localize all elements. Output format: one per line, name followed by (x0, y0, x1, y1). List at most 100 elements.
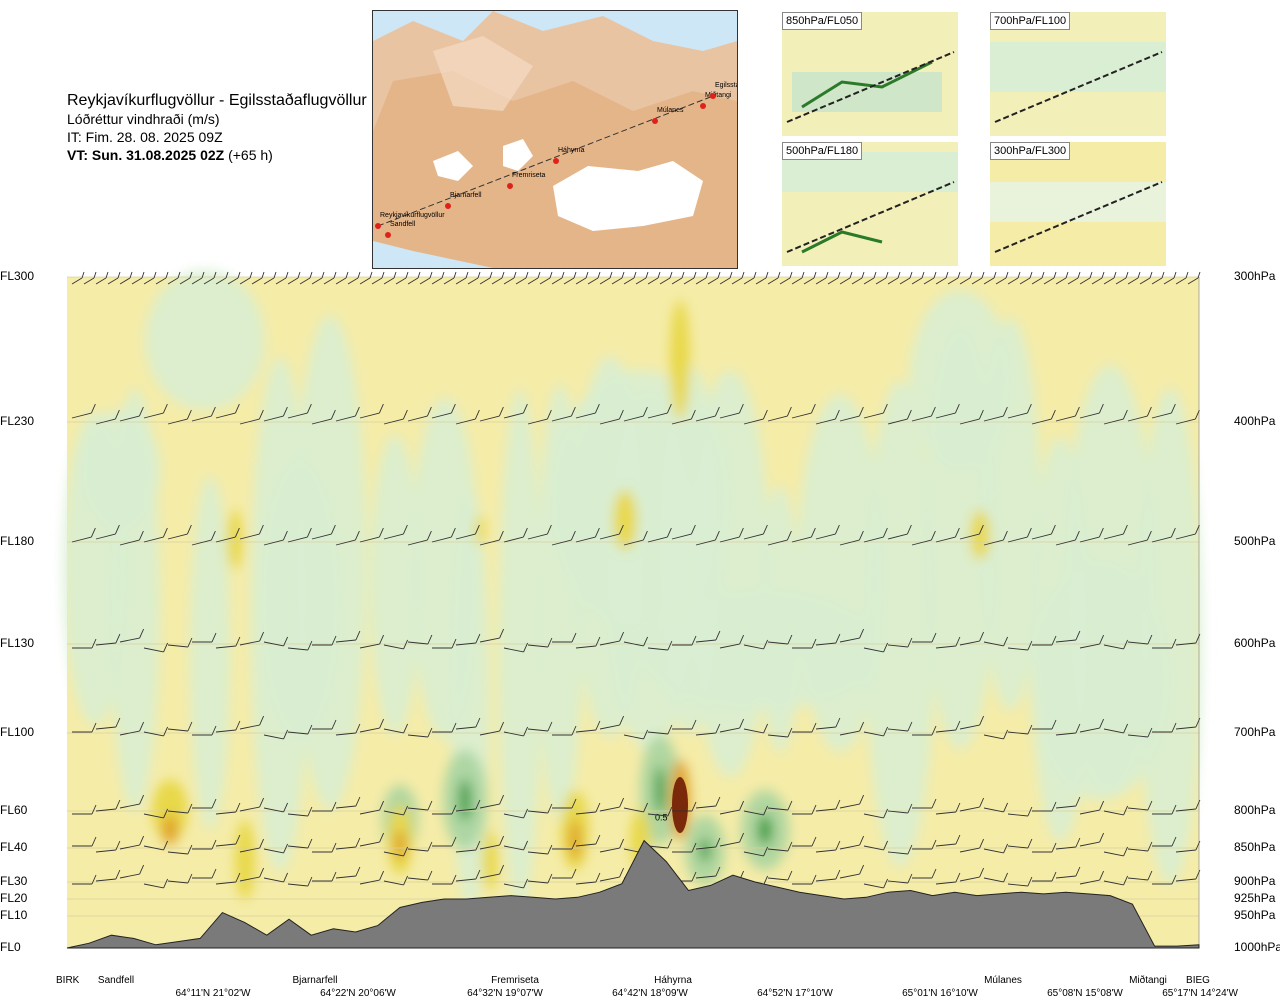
wind-barb (383, 846, 409, 857)
mini-map-300: 300hPa/FL300 (990, 142, 1166, 266)
map-point (445, 203, 451, 209)
wind-barb (683, 271, 697, 285)
wind-barb (767, 406, 792, 422)
wind-barb (1055, 866, 1081, 879)
wind-barb (599, 797, 625, 812)
wind-barb (935, 271, 949, 285)
flight-level-label: FL100 (0, 725, 35, 739)
wind-barb (695, 723, 721, 736)
wind-barb (863, 878, 889, 889)
wind-barb (287, 640, 313, 651)
wind-barb (1031, 409, 1056, 425)
wind-barb (359, 718, 385, 733)
wind-barb (335, 406, 360, 422)
wind-barb (755, 271, 769, 285)
wind-barb (599, 409, 624, 425)
wind-barb (407, 870, 433, 881)
wind-barb (407, 727, 433, 738)
chart-header: Reykjavíkurflugvöllur - Egilsstaðaflugvö… (67, 92, 367, 164)
wind-barb (143, 808, 169, 819)
wind-barb (72, 722, 97, 733)
wind-barb (1175, 524, 1200, 540)
flight-level-label: FL60 (0, 803, 28, 817)
wind-barb (575, 834, 601, 847)
downdraft-area (1138, 387, 1202, 885)
wind-barb (935, 802, 961, 815)
wind-barb (432, 804, 457, 815)
wind-barb (983, 872, 1009, 883)
wind-barb (1152, 722, 1177, 733)
wind-barb (527, 524, 552, 540)
wind-barb (1079, 403, 1104, 419)
wind-barb (1127, 271, 1141, 285)
wind-barb (983, 636, 1009, 647)
wind-barb (899, 271, 913, 285)
updraft-area (482, 830, 498, 890)
wind-barb (287, 876, 313, 887)
max-updraft-core (672, 777, 688, 833)
wind-barb (503, 840, 529, 851)
wind-barb (419, 271, 433, 285)
wind-barb (623, 406, 648, 422)
wind-barb (552, 725, 577, 736)
wind-barb (815, 840, 841, 853)
wind-barb (407, 530, 432, 546)
wind-barb (551, 406, 576, 422)
wind-barb (503, 403, 528, 419)
wind-barb (839, 864, 865, 879)
wind-barb (335, 723, 361, 736)
wind-barb (959, 631, 985, 646)
wind-barb (191, 271, 205, 285)
updraft-area (613, 490, 637, 550)
issue-time: IT: Fim. 28. 08. 2025 09Z (67, 129, 223, 145)
wind-barb (983, 802, 1009, 813)
wind-barb (263, 636, 289, 647)
pressure-level-label: 850hPa (1234, 840, 1276, 854)
max-updraft-label: 0.5 (655, 812, 668, 822)
wind-barb (1152, 836, 1177, 847)
wind-barb (1151, 527, 1176, 543)
mini-map-700-graphic (990, 12, 1166, 136)
wind-barb (119, 628, 145, 643)
wind-barb (335, 271, 349, 285)
wind-barb (215, 403, 240, 419)
wind-barb (359, 527, 384, 543)
wind-barb (563, 271, 577, 285)
wind-barb (312, 842, 337, 853)
mini-map-500: 500hPa/FL180 (782, 142, 958, 266)
wind-barb (215, 720, 241, 733)
wind-barb (1175, 869, 1201, 882)
wind-barb (1127, 634, 1153, 645)
wind-barb (119, 530, 144, 546)
wind-barb (575, 271, 589, 285)
wind-barb (192, 868, 217, 879)
map-point (553, 158, 559, 164)
updraft-area (475, 515, 485, 545)
wind-barb (599, 524, 624, 540)
wind-barb (515, 271, 529, 285)
wind-barb (395, 271, 409, 285)
wind-barb (792, 804, 817, 815)
wind-barb (1103, 524, 1128, 540)
wind-barb (143, 403, 168, 419)
wind-barb (695, 866, 721, 879)
wind-barb (527, 721, 553, 732)
coordinate-label: 64°32'N 19°07'W (467, 988, 543, 999)
wind-barb (312, 635, 337, 646)
wind-barb (119, 794, 145, 809)
wind-barb (143, 642, 169, 653)
flight-level-label: FL40 (0, 840, 28, 854)
wind-barb (791, 271, 805, 285)
wind-barb (359, 634, 385, 649)
wind-barb (719, 800, 745, 815)
downdraft-area (1030, 560, 1170, 800)
wind-barb (551, 530, 576, 546)
wind-barb (719, 403, 744, 419)
wind-barb (167, 721, 193, 732)
wind-barb (959, 524, 984, 540)
wind-barb (815, 409, 840, 425)
mini-map-500-graphic (782, 142, 958, 266)
pressure-level-label: 500hPa (1234, 534, 1276, 548)
wind-barb (227, 271, 241, 285)
